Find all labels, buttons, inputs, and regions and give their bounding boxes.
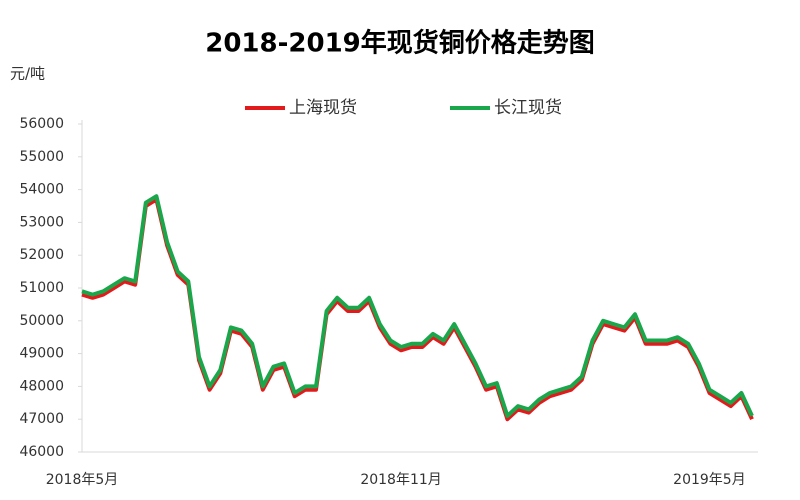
chart-title: 2018-2019年现货铜价格走势图 (205, 28, 595, 59)
y-tick-label: 49000 (19, 346, 64, 362)
x-tick-label: 2018年11月 (360, 472, 441, 488)
legend-label: 长江现货 (494, 98, 562, 118)
y-tick-label: 46000 (19, 444, 64, 460)
x-tick-label: 2019年5月 (673, 472, 746, 488)
y-axis-label: 元/吨 (10, 65, 45, 83)
y-tick-label: 55000 (19, 149, 64, 165)
y-tick-label: 52000 (19, 247, 64, 263)
y-tick-label: 54000 (19, 182, 64, 198)
x-tick-label: 2018年5月 (46, 472, 119, 488)
y-tick-label: 51000 (19, 280, 64, 296)
y-tick-label: 56000 (19, 116, 64, 132)
series-line (81, 194, 754, 418)
y-tick-label: 47000 (19, 411, 64, 427)
y-tick-label: 53000 (19, 214, 64, 230)
legend-label: 上海现货 (289, 98, 357, 118)
y-tick-label: 48000 (19, 378, 64, 394)
y-tick-label: 50000 (19, 313, 64, 329)
